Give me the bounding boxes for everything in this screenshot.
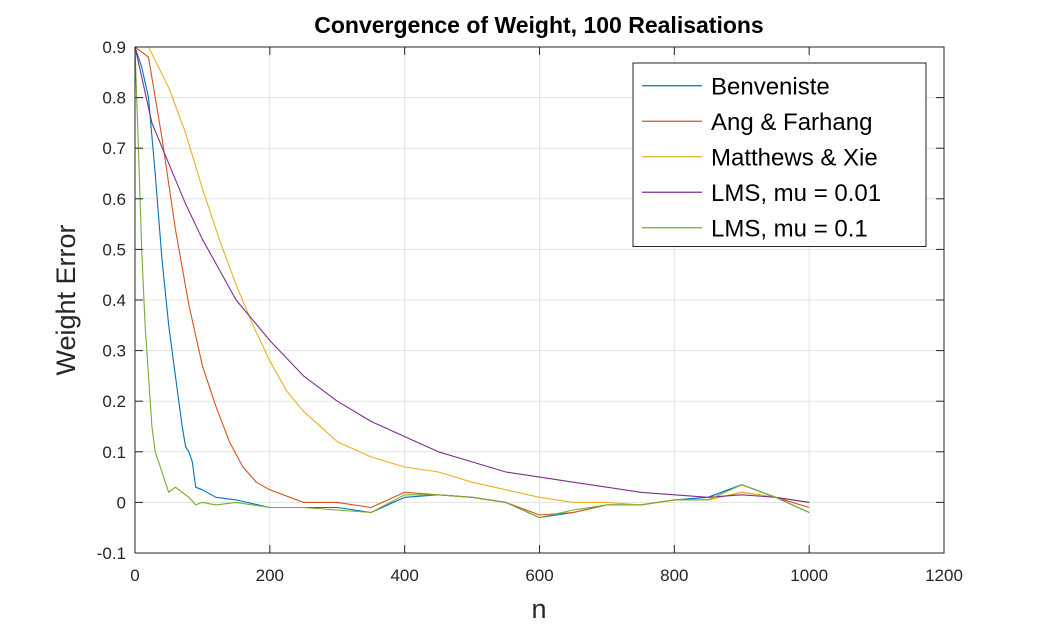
legend-label: Benveniste <box>711 73 830 100</box>
legend: Benveniste Ang & Farhang Matthews & Xie LMS… <box>632 62 927 247</box>
y-tick-label: 0.6 <box>102 190 126 209</box>
legend-label: LMS, mu = 0.01 <box>711 180 881 207</box>
y-tick-label: 0 <box>117 493 126 512</box>
x-tick-label: 1000 <box>790 566 828 585</box>
x-tick-label: 600 <box>525 566 553 585</box>
axis-ticks: 0 200 400 600 800 1000 1200-0.100.10.20.30.40.… <box>97 38 963 585</box>
y-tick-label: -0.1 <box>97 544 126 563</box>
legend-label: Ang & Farhang <box>711 109 872 136</box>
y-tick-label: 0.4 <box>102 291 126 310</box>
legend-label: Matthews & Xie <box>711 144 878 171</box>
legend-box <box>632 62 927 247</box>
y-axis-label: Weight Error <box>51 224 81 375</box>
x-tick-label: 400 <box>390 566 418 585</box>
x-tick-label: 200 <box>256 566 284 585</box>
y-tick-label: 0.2 <box>102 392 126 411</box>
y-tick-label: 0.7 <box>102 139 126 158</box>
y-tick-label: 0.8 <box>102 89 126 108</box>
series-lines <box>134 46 810 519</box>
x-tick-label: 0 <box>130 566 139 585</box>
x-axis-label: n <box>531 594 546 624</box>
y-tick-label: 0.5 <box>102 240 126 259</box>
chart-title: Convergence of Weight, 100 Realisations <box>314 12 763 38</box>
y-tick-label: 0.3 <box>102 342 126 361</box>
series-line-3 <box>134 46 810 503</box>
y-tick-label: 0.9 <box>102 38 126 57</box>
gridlines <box>135 47 944 553</box>
legend-label: LMS, mu = 0.1 <box>711 215 868 242</box>
y-tick-label: 0.1 <box>102 443 126 462</box>
series-line-4 <box>134 46 810 519</box>
x-tick-label: 800 <box>660 566 688 585</box>
x-tick-label: 1200 <box>925 566 963 585</box>
